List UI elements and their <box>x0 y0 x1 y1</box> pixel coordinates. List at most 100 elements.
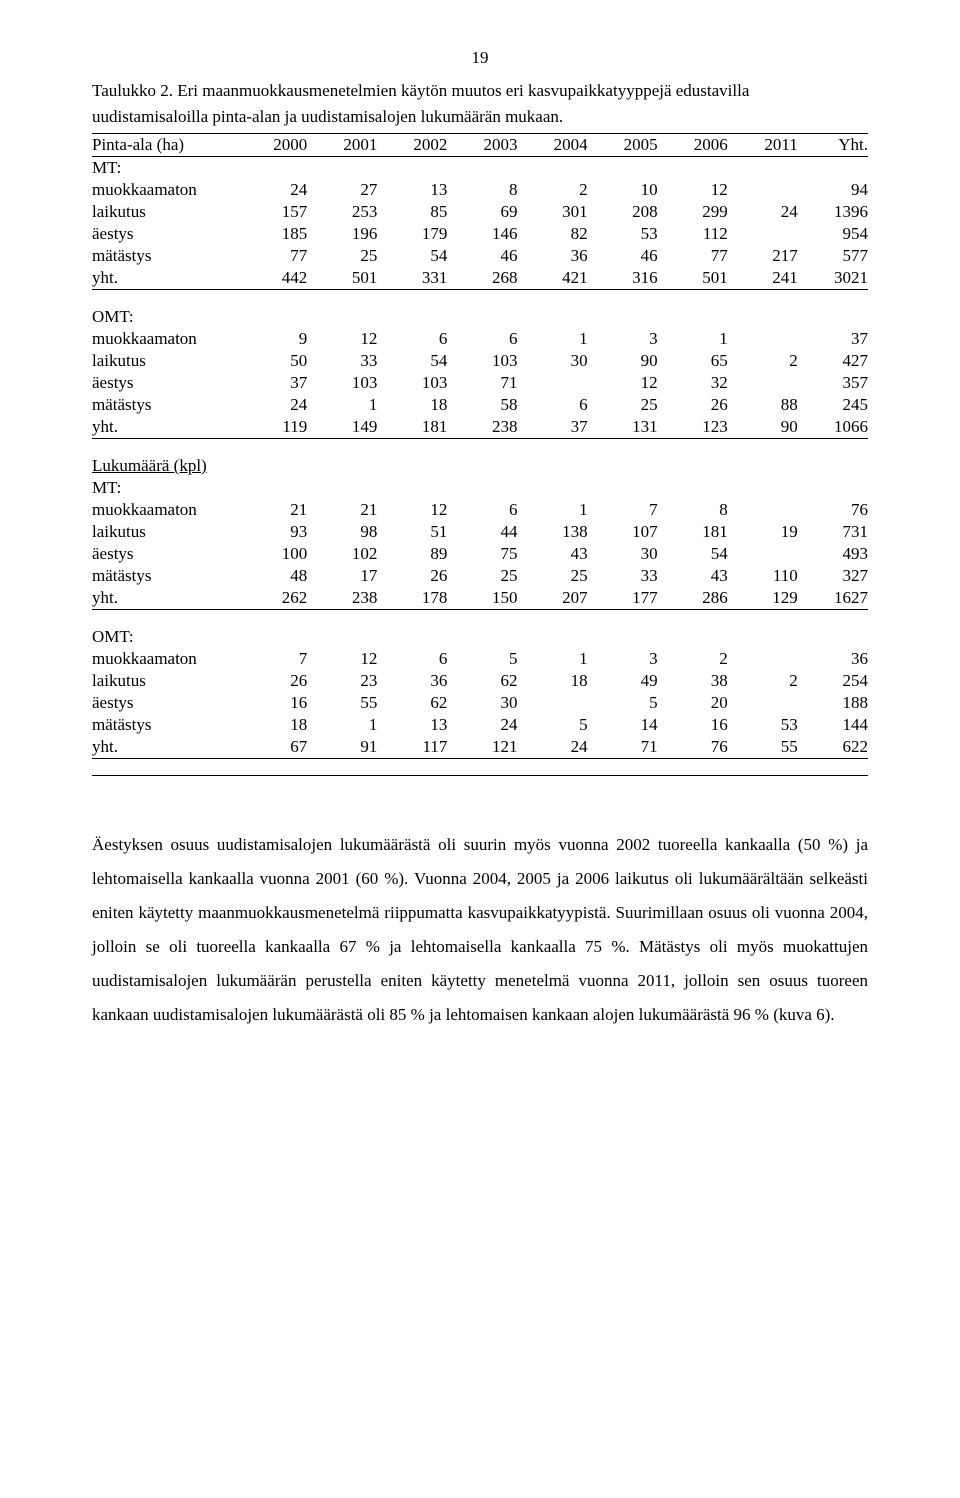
row-label: yht. <box>92 587 237 610</box>
cell: 253 <box>307 201 377 223</box>
cell: 50 <box>237 350 307 372</box>
cell: 91 <box>307 736 377 759</box>
cell: 1 <box>517 648 587 670</box>
cell: 1396 <box>798 201 868 223</box>
cell: 2 <box>728 350 798 372</box>
cell: 75 <box>447 543 517 565</box>
row-label: yht. <box>92 267 237 290</box>
cell: 316 <box>588 267 658 290</box>
cell: 103 <box>447 350 517 372</box>
cell <box>728 543 798 565</box>
cell: 5 <box>517 714 587 736</box>
cell: 90 <box>588 350 658 372</box>
row-label: äestys <box>92 692 237 714</box>
cell: 76 <box>658 736 728 759</box>
cell: 44 <box>447 521 517 543</box>
cell: 6 <box>447 328 517 350</box>
cell: 2 <box>728 670 798 692</box>
cell: 10 <box>588 179 658 201</box>
cell: 103 <box>377 372 447 394</box>
cell: 55 <box>307 692 377 714</box>
cell: 157 <box>237 201 307 223</box>
cell <box>728 499 798 521</box>
cell: 107 <box>588 521 658 543</box>
row-label: äestys <box>92 372 237 394</box>
cell: 427 <box>798 350 868 372</box>
cell: 2 <box>658 648 728 670</box>
cell: 577 <box>798 245 868 267</box>
row-label: äestys <box>92 223 237 245</box>
row-label: laikutus <box>92 521 237 543</box>
cell: 32 <box>658 372 728 394</box>
section-heading: Lukumäärä (kpl) <box>92 455 868 477</box>
cell: 6 <box>447 499 517 521</box>
cell: 1627 <box>798 587 868 610</box>
cell: 51 <box>377 521 447 543</box>
cell: 94 <box>798 179 868 201</box>
cell: 1 <box>658 328 728 350</box>
cell: 501 <box>307 267 377 290</box>
row-label: mätästys <box>92 565 237 587</box>
cell: 76 <box>798 499 868 521</box>
cell: 117 <box>377 736 447 759</box>
cell: 62 <box>377 692 447 714</box>
cell: 24 <box>447 714 517 736</box>
row-label: laikutus <box>92 350 237 372</box>
cell: 12 <box>307 648 377 670</box>
cell: 53 <box>588 223 658 245</box>
cell: 241 <box>728 267 798 290</box>
cell: 18 <box>377 394 447 416</box>
cell: 112 <box>658 223 728 245</box>
cell: 238 <box>447 416 517 439</box>
cell: 26 <box>377 565 447 587</box>
section-subheading: OMT: <box>92 306 868 328</box>
cell: 493 <box>798 543 868 565</box>
cell: 43 <box>658 565 728 587</box>
cell: 71 <box>447 372 517 394</box>
cell: 2011 <box>728 134 798 157</box>
cell: 38 <box>658 670 728 692</box>
cell: 77 <box>237 245 307 267</box>
cell: 2005 <box>588 134 658 157</box>
cell: 149 <box>307 416 377 439</box>
cell: 123 <box>658 416 728 439</box>
cell: 179 <box>377 223 447 245</box>
row-label: Pinta-ala (ha) <box>92 134 237 157</box>
cell <box>728 692 798 714</box>
cell: 442 <box>237 267 307 290</box>
cell: 12 <box>377 499 447 521</box>
body-paragraph: Äestyksen osuus uudistamisalojen lukumää… <box>92 828 868 1032</box>
cell: 54 <box>658 543 728 565</box>
cell: 217 <box>728 245 798 267</box>
cell: 21 <box>237 499 307 521</box>
cell: 262 <box>237 587 307 610</box>
cell: 207 <box>517 587 587 610</box>
cell: 181 <box>658 521 728 543</box>
cell: 185 <box>237 223 307 245</box>
cell: 98 <box>307 521 377 543</box>
cell: 8 <box>447 179 517 201</box>
cell: 6 <box>377 328 447 350</box>
cell: 2 <box>517 179 587 201</box>
cell: 181 <box>377 416 447 439</box>
cell: 150 <box>447 587 517 610</box>
cell <box>517 372 587 394</box>
cell: 18 <box>517 670 587 692</box>
cell: 3021 <box>798 267 868 290</box>
cell: 25 <box>517 565 587 587</box>
cell: 62 <box>447 670 517 692</box>
row-label: mätästys <box>92 714 237 736</box>
cell: 9 <box>237 328 307 350</box>
cell: 24 <box>728 201 798 223</box>
cell: 17 <box>307 565 377 587</box>
cell: 27 <box>307 179 377 201</box>
cell: 36 <box>798 648 868 670</box>
cell: 254 <box>798 670 868 692</box>
cell: 85 <box>377 201 447 223</box>
cell: 88 <box>728 394 798 416</box>
cell: 33 <box>307 350 377 372</box>
cell: 65 <box>658 350 728 372</box>
cell: 238 <box>307 587 377 610</box>
cell: 71 <box>588 736 658 759</box>
cell: 93 <box>237 521 307 543</box>
